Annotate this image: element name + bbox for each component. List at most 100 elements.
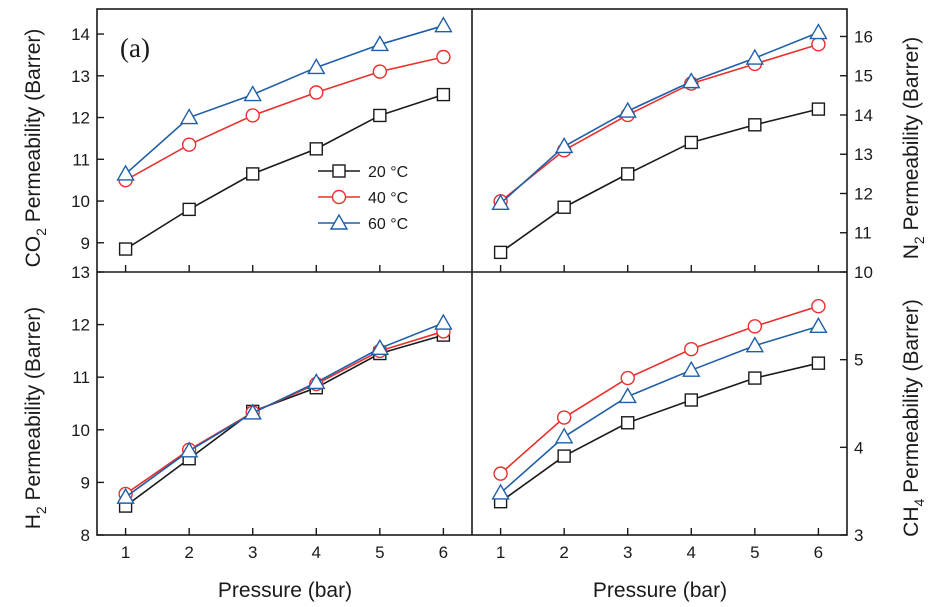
- x-tick-label-h2: 1: [121, 543, 130, 562]
- series-line-co2-0: [125, 93, 444, 250]
- y-axis-title-ch4: CH4 Permeability (Barrer): [900, 299, 927, 537]
- series-line-h2-2: [125, 322, 444, 498]
- data-point-ch4-0-2: [621, 416, 635, 430]
- x-tick-label-h2: 2: [184, 543, 193, 562]
- data-point-co2-0-3: [309, 142, 323, 156]
- data-point-h2-2-5: [434, 313, 453, 330]
- panel-label: (a): [120, 33, 150, 63]
- x-tick-label-ch4: 2: [559, 543, 568, 562]
- data-point-co2-2-2: [243, 85, 262, 102]
- data-point-co2-1-3: [309, 85, 324, 100]
- x-tick-label-h2: 4: [312, 543, 321, 562]
- series-line-n2-1: [500, 43, 819, 202]
- y-tick-label-n2: 16: [854, 27, 873, 46]
- x-tick-label-ch4: 5: [750, 543, 759, 562]
- data-point-co2-0-0: [118, 242, 133, 256]
- data-point-h2-2-2: [243, 403, 262, 420]
- y-tick-label-n2: 15: [854, 67, 873, 86]
- y-tick-label-h2: 12: [71, 316, 90, 335]
- legend-marker-2: [329, 213, 349, 230]
- y-tick-label-co2: 14: [71, 25, 90, 44]
- data-point-ch4-2-4: [745, 336, 765, 353]
- data-point-h2-2-0: [116, 487, 135, 504]
- x-axis-title-left: Pressure (bar): [218, 579, 352, 602]
- data-point-n2-2-3: [682, 72, 701, 89]
- data-point-ch4-2-5: [809, 316, 828, 334]
- axes-frame: [96, 8, 848, 536]
- data-point-h2-2-4: [370, 338, 390, 355]
- y-tick-label-h2: 11: [72, 368, 90, 387]
- y-tick-label-co2: 10: [71, 192, 90, 211]
- data-point-n2-0-1: [557, 200, 571, 214]
- y-tick-label-co2: 12: [71, 109, 90, 128]
- data-point-ch4-0-1: [557, 449, 571, 463]
- data-point-ch4-1-5: [811, 298, 826, 314]
- data-point-ch4-2-1: [554, 427, 574, 444]
- legend-marker-1: [331, 189, 347, 205]
- y-tick-label-n2: 14: [854, 106, 873, 125]
- y-tick-label-n2: 11: [854, 224, 872, 243]
- data-point-n2-0-5: [811, 102, 826, 116]
- data-point-co2-1-2: [245, 108, 260, 123]
- y-tick-label-n2: 10: [854, 263, 873, 282]
- x-tick-label-h2: 3: [248, 543, 257, 562]
- data-point-h2-2-1: [179, 441, 199, 458]
- data-point-co2-1-4: [372, 64, 388, 79]
- data-point-ch4-0-3: [684, 393, 698, 407]
- y-tick-label-co2: 13: [71, 67, 90, 86]
- series-line-ch4-1: [500, 305, 819, 475]
- data-point-n2-0-3: [684, 135, 698, 150]
- data-point-co2-1-5: [436, 49, 451, 65]
- data-point-ch4-1-2: [620, 370, 635, 386]
- x-tick-label-ch4: 4: [687, 543, 696, 562]
- data-point-n2-2-0: [491, 193, 510, 211]
- y-tick-label-ch4: 3: [854, 526, 863, 545]
- y-axis-title-n2: N2 Permeability (Barrer): [900, 37, 927, 260]
- legend-label-0: 20 °C: [368, 164, 408, 181]
- y-tick-label-ch4: 5: [854, 351, 863, 370]
- data-point-ch4-2-2: [618, 387, 637, 404]
- data-point-ch4-2-3: [682, 360, 701, 377]
- y-axis-title-h2: H2 Permeability (Barrer): [22, 307, 49, 530]
- y-tick-label-h2: 13: [71, 263, 90, 282]
- x-tick-label-ch4: 1: [496, 543, 505, 562]
- data-point-n2-0-4: [748, 118, 762, 132]
- y-tick-label-h2: 10: [71, 421, 90, 440]
- data-point-co2-2-3: [307, 58, 326, 75]
- data-point-ch4-0-5: [811, 356, 826, 370]
- data-point-co2-2-4: [370, 35, 390, 52]
- y-tick-label-n2: 13: [854, 145, 873, 164]
- data-point-n2-2-4: [745, 48, 765, 65]
- series-line-h2-0: [125, 334, 444, 507]
- data-point-co2-1-1: [181, 137, 197, 152]
- data-point-ch4-1-1: [556, 410, 572, 425]
- x-tick-label-h2: 5: [375, 543, 384, 562]
- data-point-n2-2-1: [554, 136, 574, 154]
- data-point-ch4-1-4: [747, 319, 763, 334]
- legend-label-2: 60 °C: [368, 216, 408, 233]
- x-tick-label-ch4: 6: [814, 543, 823, 562]
- data-point-n2-0-0: [493, 245, 508, 260]
- data-point-co2-2-0: [116, 164, 135, 181]
- data-point-co2-2-1: [179, 108, 199, 125]
- data-point-n2-2-2: [618, 101, 637, 118]
- y-tick-label-h2: 9: [81, 473, 90, 492]
- data-point-h2-2-3: [307, 373, 326, 390]
- data-point-n2-1-5: [811, 37, 826, 52]
- data-point-n2-0-2: [621, 167, 635, 181]
- series-line-co2-1: [125, 56, 444, 181]
- series-line-ch4-2: [500, 325, 819, 494]
- y-tick-label-h2: 8: [81, 526, 90, 545]
- y-tick-label-ch4: 4: [854, 438, 863, 457]
- data-point-co2-2-5: [434, 16, 453, 33]
- series-line-co2-2: [125, 24, 444, 175]
- data-point-ch4-1-0: [493, 466, 508, 481]
- legend-label-1: 40 °C: [368, 190, 408, 207]
- legend-marker-0: [332, 164, 346, 178]
- x-axis-title-right: Pressure (bar): [593, 579, 727, 602]
- y-tick-label-co2: 11: [72, 150, 90, 169]
- legend: 20 °C 40 °C 60 °C: [318, 164, 408, 233]
- plot-marks: [116, 16, 828, 513]
- data-point-co2-0-4: [373, 108, 387, 123]
